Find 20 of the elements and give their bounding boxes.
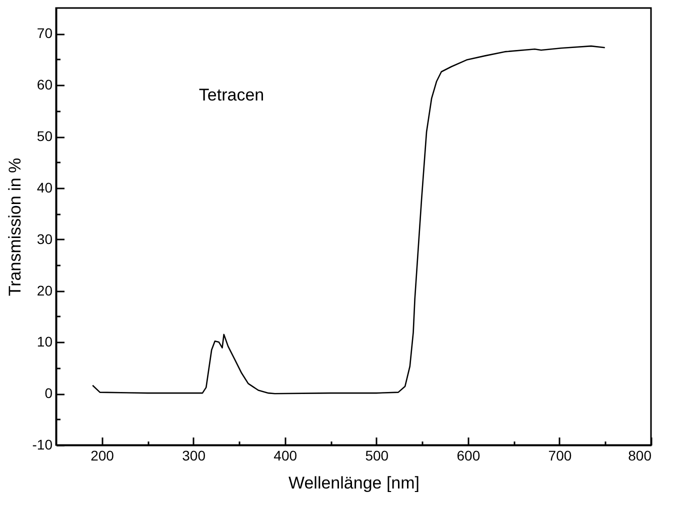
y-tick-label: 0 — [44, 385, 53, 402]
x-tick-label: 800 — [628, 448, 652, 464]
x-axis-title: Wellenlänge [nm] — [288, 474, 420, 492]
y-tick-label: 10 — [36, 334, 53, 350]
y-tick-label: 60 — [36, 76, 53, 93]
x-tick-label: 200 — [90, 448, 114, 464]
x-tick-label: 700 — [548, 448, 572, 464]
y-tick-label: 50 — [36, 128, 53, 144]
y-tick-label: 30 — [36, 230, 53, 247]
y-tick-label: 20 — [36, 282, 53, 298]
line-series — [92, 45, 606, 394]
x-tick-label: 500 — [365, 448, 389, 464]
y-tick-label: -10 — [32, 436, 53, 452]
x-tick-label: 600 — [456, 448, 480, 464]
x-tick-label: 400 — [274, 448, 298, 464]
x-tick-label: 300 — [182, 448, 206, 464]
annotation: Tetracen — [198, 85, 264, 104]
y-axis-title: Transmission in % — [5, 158, 24, 296]
y-tick-label: 70 — [36, 25, 53, 42]
y-tick-label: 40 — [36, 179, 53, 196]
